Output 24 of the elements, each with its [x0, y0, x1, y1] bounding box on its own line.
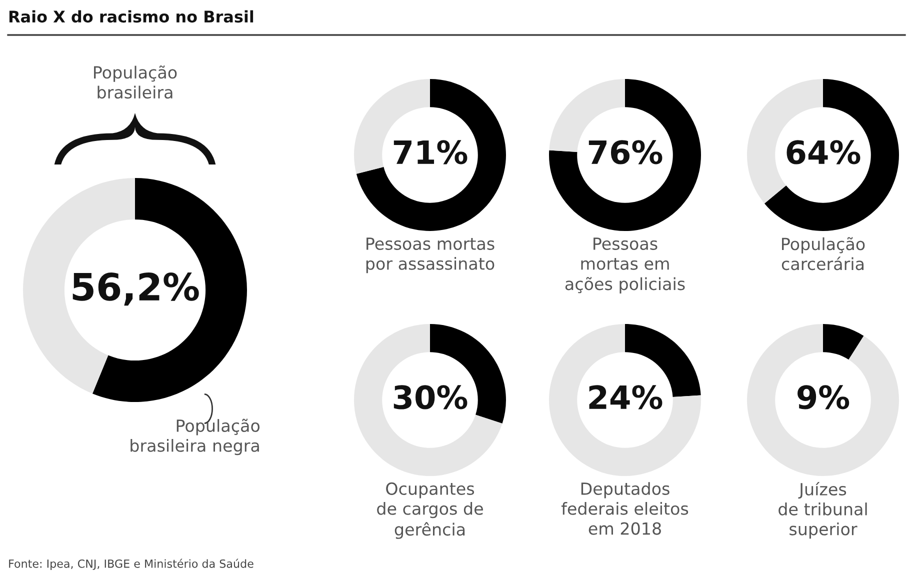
donut-slice [747, 324, 899, 476]
text: Pessoas mortas por assassinato [366, 238, 494, 274]
donut-slice [356, 79, 506, 231]
text: Pessoas mortas em ações policiais [565, 238, 685, 294]
donut-slice [764, 79, 899, 231]
text: População carcerária [782, 237, 865, 270]
slice-label: População brasileira negra [130, 418, 260, 456]
donut-slice [549, 79, 701, 231]
data-label: 9% [798, 385, 850, 410]
donut-slice [354, 324, 502, 476]
text: Deputados federais eleitos em 2018 [561, 482, 688, 535]
text: Ocupantes de cargos de gerência [377, 482, 483, 539]
data-label: 24% [589, 385, 662, 410]
data-label: 76% [588, 140, 662, 164]
text: Juízes de tribunal superior [778, 482, 867, 539]
donut-slice [823, 324, 864, 360]
donut-slice [549, 324, 701, 476]
data-label: 64% [786, 140, 860, 164]
source-note: Fonte: Ipea, CNJ, IBGE e Ministério da Saúde [9, 558, 254, 570]
data-label: 56,2% [72, 272, 199, 306]
data-label: 30% [394, 385, 468, 410]
chart-title: Raio X do racismo no Brasil [9, 10, 254, 23]
text: População brasileira [94, 65, 177, 99]
data-label: 71% [394, 140, 468, 164]
